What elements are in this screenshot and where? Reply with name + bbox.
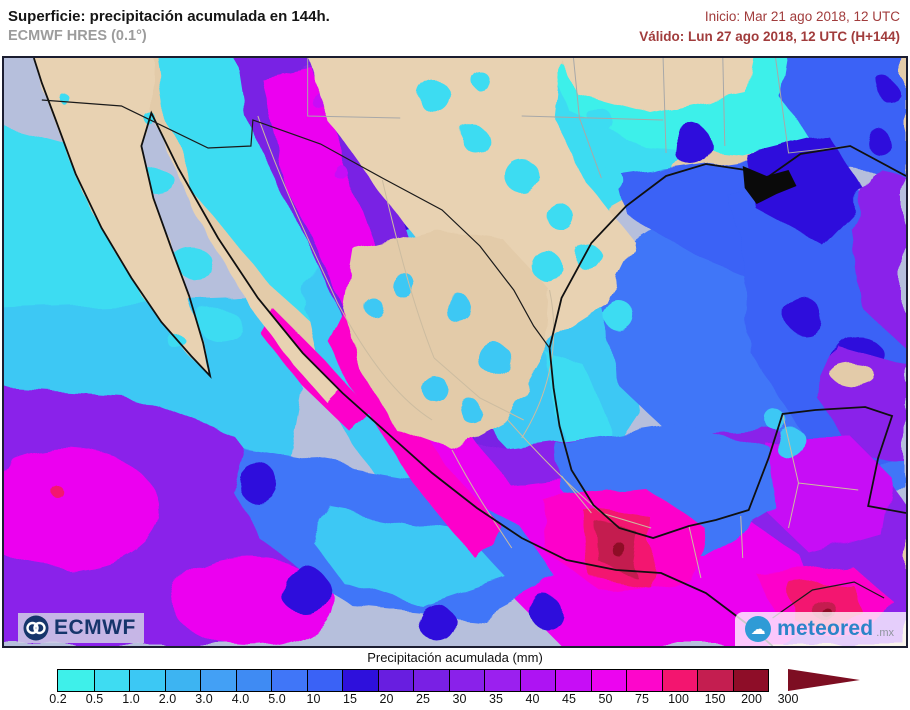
ecmwf-rings-icon (23, 615, 49, 641)
legend-tick-label: 50 (598, 692, 613, 706)
legend-tick-label: 5.0 (268, 692, 286, 706)
legend-cell (377, 670, 413, 691)
legend-tick-label: 75 (635, 692, 649, 706)
dry-land (33, 58, 875, 450)
valid-time: Válido: Lun 27 ago 2018, 12 UTC (H+144) (639, 28, 900, 44)
meteored-domain: .mx (876, 627, 894, 639)
meteored-cloud-icon: ☁ (745, 616, 772, 642)
legend-tick-label: 25 (416, 692, 430, 706)
legend-tick-label: 20 (379, 692, 394, 706)
legend-cell (129, 670, 165, 691)
legend-tick-label: 30 (452, 692, 467, 706)
legend-tick-label: 300 (777, 692, 799, 706)
mx-state-borders (257, 115, 859, 579)
legend-cell (306, 670, 342, 691)
legend-cell (555, 670, 591, 691)
legend-overflow-arrow (788, 669, 860, 691)
legend-cell (164, 670, 200, 691)
legend-cell (235, 670, 271, 691)
map-canvas (4, 58, 906, 646)
legend-cell (413, 670, 449, 691)
model-label: ECMWF HRES (0.1°) (8, 28, 147, 45)
meteored-logo-text: meteored (777, 617, 874, 640)
rain-speckles (58, 71, 635, 421)
legend-tick-label: 35 (489, 692, 503, 706)
header: Superficie: precipitación acumulada en 1… (0, 0, 910, 56)
legend-color-bar (57, 669, 769, 692)
legend-cell (342, 670, 378, 691)
legend-cell (697, 670, 733, 691)
run-start-time: Inicio: Mar 21 ago 2018, 12 UTC (704, 9, 900, 24)
precipitation-map: ECMWF ☁ meteored .mx (2, 56, 908, 648)
ecmwf-logo-text: ECMWF (54, 616, 136, 639)
legend-cell (58, 670, 94, 691)
legend-tick-label: 0.2 (49, 692, 67, 706)
header-right: Inicio: Mar 21 ago 2018, 12 UTC Válido: … (639, 7, 900, 46)
legend-cell (732, 670, 768, 691)
legend-cell (93, 670, 129, 691)
legend-tick-label: 1.0 (122, 692, 140, 706)
ecmwf-logo: ECMWF (18, 613, 144, 643)
legend-tick-label: 3.0 (195, 692, 213, 706)
meteored-logo: ☁ meteored .mx (735, 612, 906, 646)
legend-cell (484, 670, 520, 691)
legend-tick-label: 40 (525, 692, 540, 706)
legend-cell (200, 670, 236, 691)
map-title: Superficie: precipitación acumulada en 1… (8, 8, 330, 25)
legend-title: Precipitación acumulada (mm) (367, 650, 543, 665)
legend-cell (590, 670, 626, 691)
mississippi-delta (742, 166, 797, 204)
legend-tick-label: 100 (668, 692, 689, 706)
country-borders (41, 99, 885, 619)
legend-cell (448, 670, 484, 691)
legend-tick-label: 2.0 (158, 692, 177, 706)
legend-tick-label: 4.0 (231, 692, 250, 706)
legend-tick-label: 0.5 (85, 692, 104, 706)
legend-cell (661, 670, 697, 691)
legend-tick-label: 150 (704, 692, 726, 706)
legend-tick-label: 200 (741, 692, 762, 706)
legend-cell (271, 670, 307, 691)
precipitation-field (4, 58, 906, 646)
legend-tick-label: 10 (306, 692, 321, 706)
legend-tick-label: 45 (562, 692, 576, 706)
header-left: Superficie: precipitación acumulada en 1… (8, 7, 330, 47)
legend: Precipitación acumulada (mm) 0.2 0.5 1.0 2.… (0, 648, 910, 710)
us-state-borders (307, 58, 851, 179)
coastlines (33, 58, 906, 646)
legend-cell (519, 670, 555, 691)
legend-cell (626, 670, 662, 691)
legend-tick-label: 15 (343, 692, 357, 706)
